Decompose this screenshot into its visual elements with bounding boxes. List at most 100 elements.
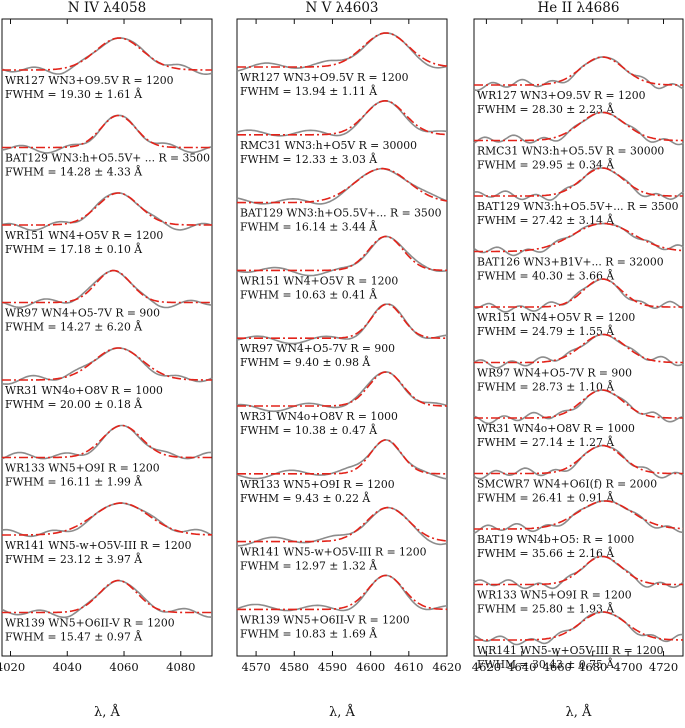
fwhm-label: FWHM = 14.28 ± 4.33 Å bbox=[5, 165, 142, 179]
x-tick-label: 4590 bbox=[318, 660, 347, 674]
spectrum-label: BAT19 WN4b+O5: R = 1000 bbox=[477, 533, 634, 546]
spectrum-label: WR133 WN5+O9I R = 1200 bbox=[477, 589, 632, 602]
x-tick-label: 4640 bbox=[507, 660, 536, 674]
observed-spectrum-line bbox=[473, 56, 684, 92]
x-tick-label: 4060 bbox=[109, 660, 138, 674]
gaussian-fit-line bbox=[2, 114, 212, 149]
fwhm-label: FWHM = 28.73 ± 1.10 Å bbox=[477, 380, 614, 394]
fwhm-label: FWHM = 12.97 ± 1.32 Å bbox=[240, 559, 377, 573]
gaussian-fit-line bbox=[474, 333, 683, 364]
x-axis-label: λ, Å bbox=[566, 704, 593, 720]
gaussian-fit-line bbox=[237, 506, 448, 543]
gaussian-fit-line bbox=[474, 222, 684, 253]
panel-3: He II λ4686 4620 4640 4660 4680 4700 4720 λ, Å W… bbox=[472, 0, 684, 720]
observed-spectrum-line bbox=[473, 444, 684, 480]
x-tick-label: 4620 bbox=[472, 660, 501, 674]
gaussian-fit-line bbox=[474, 611, 683, 641]
fwhm-label: FWHM = 16.11 ± 1.99 Å bbox=[5, 475, 142, 489]
spectrum-label: WR151 WN4+O5V R = 1200 bbox=[5, 229, 163, 242]
spectrum-label: WR141 WN5-w+O5V-III R = 1200 bbox=[477, 644, 664, 657]
x-tick-label: 4680 bbox=[578, 660, 607, 674]
fwhm-label: FWHM = 10.63 ± 0.41 Å bbox=[240, 287, 377, 301]
x-tick-label: 4700 bbox=[613, 660, 642, 674]
fwhm-label: FWHM = 10.38 ± 0.47 Å bbox=[240, 423, 377, 437]
x-tick-label: 4040 bbox=[53, 660, 82, 674]
observed-spectrum-line bbox=[236, 100, 448, 137]
fwhm-label: FWHM = 27.14 ± 1.27 Å bbox=[477, 435, 614, 449]
x-tick-label: 4620 bbox=[432, 660, 461, 674]
x-tick-label: 4600 bbox=[356, 660, 385, 674]
spectrum-label: WR151 WN4+O5V R = 1200 bbox=[477, 311, 635, 324]
fwhm-label: FWHM = 30.43 ± 0.75 Å bbox=[477, 657, 614, 671]
spectrum-label: WR127 WN3+O9.5V R = 1200 bbox=[477, 89, 646, 102]
fwhm-label: FWHM = 25.80 ± 1.93 Å bbox=[477, 602, 614, 616]
x-tick-label: 4080 bbox=[166, 660, 195, 674]
observed-spectrum-line bbox=[1, 192, 213, 232]
spectrum-label: WR133 WN5+O9I R = 1200 bbox=[240, 478, 395, 491]
gaussian-fit-line bbox=[474, 444, 683, 475]
observed-spectrum-line bbox=[236, 235, 448, 277]
fwhm-label: FWHM = 9.40 ± 0.98 Å bbox=[240, 355, 370, 369]
gaussian-fit-line bbox=[237, 574, 447, 611]
gaussian-fit-line bbox=[2, 579, 212, 614]
panel-title: N IV λ4058 bbox=[68, 0, 146, 16]
observed-spectrum-line bbox=[473, 500, 683, 534]
gaussian-fit-line bbox=[2, 502, 212, 536]
fwhm-label: FWHM = 12.33 ± 3.03 Å bbox=[240, 152, 377, 166]
gaussian-fit-line bbox=[2, 269, 212, 304]
fwhm-label: FWHM = 23.12 ± 3.97 Å bbox=[5, 552, 142, 566]
spectrum-label: WR139 WN5+O6II-V R = 1200 bbox=[5, 617, 175, 630]
gaussian-fit-line bbox=[474, 56, 683, 86]
panel-frame bbox=[1, 18, 213, 657]
spectrum-label: RMC31 WN3:h+O5V R = 30000 bbox=[240, 139, 417, 152]
x-tick-label: 4660 bbox=[543, 660, 572, 674]
spectrum-label: SMCWR7 WN4+O6I(f) R = 2000 bbox=[477, 478, 657, 491]
observed-spectrum-line bbox=[1, 347, 213, 385]
observed-spectrum-line bbox=[236, 371, 448, 413]
gaussian-fit-line bbox=[474, 111, 684, 142]
x-axis-label: λ, Å bbox=[94, 704, 121, 720]
gaussian-fit-line bbox=[237, 235, 447, 272]
panel-2: N V λ4603 4570 4580 4590 4600 4610 4620 λ, Å WR1… bbox=[236, 0, 462, 720]
gaussian-fit-line bbox=[237, 167, 448, 204]
gaussian-fit-line bbox=[237, 32, 448, 68]
fwhm-label: FWHM = 13.94 ± 1.11 Å bbox=[240, 84, 377, 98]
observed-spectrum-line bbox=[473, 611, 684, 646]
spectrum-label: WR97 WN4+O5-7V R = 900 bbox=[240, 342, 395, 355]
fwhm-label: FWHM = 16.14 ± 3.44 Å bbox=[240, 220, 377, 234]
observed-spectrum-line bbox=[473, 167, 684, 201]
panel-title: N V λ4603 bbox=[305, 0, 378, 16]
observed-spectrum-line bbox=[236, 167, 448, 205]
observed-spectrum-line bbox=[473, 111, 684, 146]
gaussian-fit-line bbox=[474, 389, 683, 419]
panel-1: N IV λ4058 4020 4040 4060 4080 λ, Å WR127 WN3+… bbox=[0, 0, 213, 720]
gaussian-fit-line bbox=[474, 278, 683, 308]
spectrum-label: WR133 WN5+O9I R = 1200 bbox=[5, 462, 160, 475]
spectrum-label: BAT129 WN3:h+O5.5V+... R = 3500 bbox=[240, 207, 442, 220]
gaussian-fit-line bbox=[2, 192, 212, 226]
gaussian-fit-line bbox=[237, 371, 448, 407]
panel-title: He II λ4686 bbox=[538, 0, 620, 16]
gaussian-fit-line bbox=[237, 99, 447, 136]
spectrum-label: WR141 WN5-w+O5V-III R = 1200 bbox=[240, 546, 427, 559]
spectrum-label: WR127 WN3+O9.5V R = 1200 bbox=[5, 74, 174, 87]
gaussian-fit-line bbox=[237, 438, 447, 475]
spectrum-label: WR31 WN4o+O8V R = 1000 bbox=[240, 410, 398, 423]
fwhm-label: FWHM = 27.42 ± 3.14 Å bbox=[477, 213, 614, 227]
gaussian-fit-line bbox=[237, 303, 447, 339]
